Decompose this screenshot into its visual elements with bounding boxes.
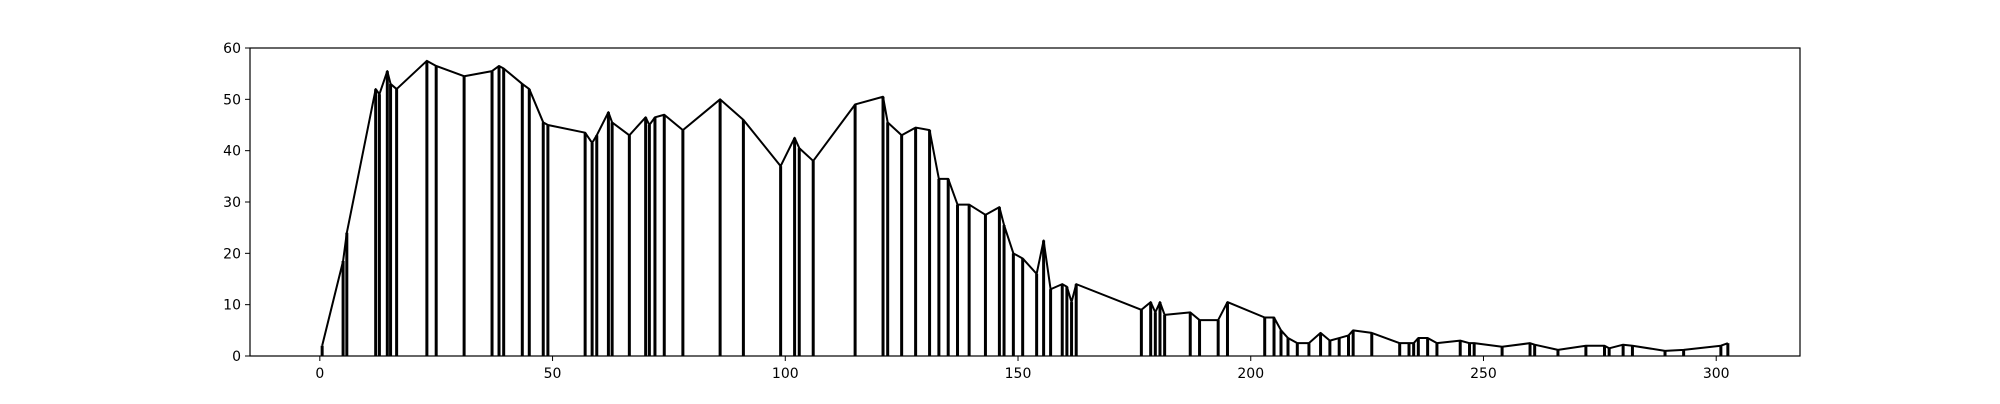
y-tick-label: 30 <box>223 195 241 211</box>
y-tick-label: 20 <box>223 246 241 262</box>
y-tick-label: 0 <box>232 349 241 365</box>
x-tick-label: 50 <box>544 366 562 382</box>
x-axis: 0 50 100 150 200 250 300 <box>315 356 1730 382</box>
x-tick-label: 250 <box>1470 366 1497 382</box>
envelope-line <box>321 59 1729 352</box>
y-axis: 0 10 20 30 40 50 60 <box>223 41 250 365</box>
x-tick-label: 300 <box>1703 366 1730 382</box>
x-tick-label: 150 <box>1005 366 1032 382</box>
y-tick-label: 10 <box>223 298 241 314</box>
x-tick-label: 100 <box>772 366 799 382</box>
y-tick-label: 40 <box>223 144 241 160</box>
y-tick-label: 60 <box>223 41 241 57</box>
y-tick-label: 50 <box>223 92 241 108</box>
plot-marks <box>320 59 1730 356</box>
x-tick-label: 0 <box>315 366 324 382</box>
x-tick-label: 200 <box>1237 366 1264 382</box>
